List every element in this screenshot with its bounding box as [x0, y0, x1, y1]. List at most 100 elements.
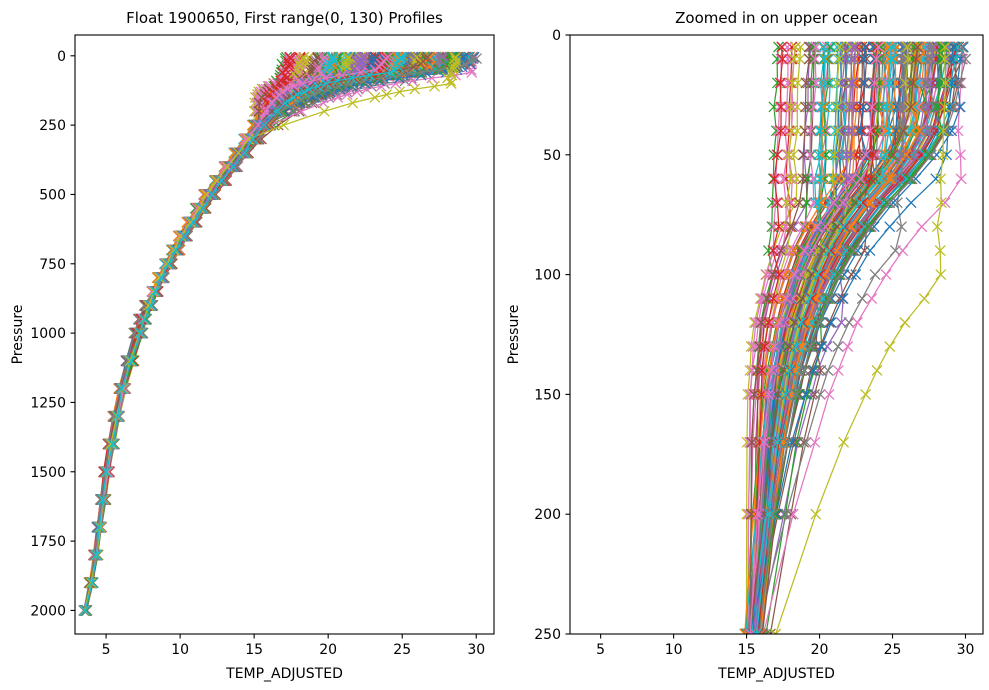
profile-markers	[81, 51, 370, 616]
profile-lines-right	[739, 41, 972, 634]
y-axis-label-right: Pressure	[506, 305, 522, 365]
profile-line	[84, 56, 399, 612]
profile-line	[84, 56, 391, 612]
profile-markers	[80, 51, 391, 616]
axes-frame-left	[74, 34, 495, 635]
profile-line	[86, 56, 325, 612]
profile-markers	[80, 51, 382, 616]
profile-markers	[79, 51, 339, 616]
profile-line	[760, 46, 936, 634]
profile-line	[84, 56, 389, 612]
profile-markers	[79, 51, 328, 616]
profile-markers	[751, 41, 897, 634]
profile-line	[84, 56, 357, 612]
profile-markers	[744, 41, 923, 634]
profile-line	[750, 46, 810, 634]
profile-markers	[744, 41, 960, 634]
profile-markers	[744, 41, 884, 634]
profile-line	[84, 56, 388, 612]
profile-line	[749, 46, 880, 634]
profile-line	[84, 56, 335, 612]
profile-markers	[79, 51, 338, 616]
profile-markers	[81, 51, 339, 616]
profile-line	[85, 56, 377, 612]
profile-markers	[80, 51, 324, 616]
profile-markers	[79, 51, 394, 616]
profile-markers	[78, 51, 397, 616]
y-tick-label: 1000	[30, 326, 66, 342]
profile-line	[84, 56, 402, 612]
profile-markers	[81, 51, 330, 616]
plot-area-left: Float 1900650, First range(0, 130) Profi…	[10, 9, 495, 682]
profile-line	[85, 56, 305, 612]
y-tick-label: 100	[534, 268, 561, 284]
profile-markers	[79, 51, 374, 616]
profile-markers	[753, 41, 949, 634]
profile-line	[753, 46, 784, 634]
profile-line	[84, 56, 352, 612]
profile-markers	[80, 51, 405, 616]
profile-line	[84, 56, 385, 612]
y-tick-label: 750	[39, 257, 66, 273]
x-tick-label: 25	[393, 642, 411, 658]
profile-markers	[80, 51, 315, 616]
x-axis-label-left: TEMP_ADJUSTED	[225, 666, 343, 682]
profile-markers	[78, 51, 343, 616]
profile-line	[84, 56, 301, 612]
profile-markers	[79, 51, 362, 616]
profile-line	[84, 56, 390, 612]
profile-line	[85, 56, 377, 612]
profile-markers	[80, 51, 306, 616]
profile-line	[84, 56, 342, 612]
y-tick-label: 0	[57, 49, 66, 65]
x-axis-label-right: TEMP_ADJUSTED	[717, 666, 835, 682]
axes-frame-right	[569, 34, 984, 635]
profile-markers	[80, 51, 390, 616]
y-tick-label: 1750	[30, 534, 66, 550]
profile-line	[85, 56, 385, 612]
profile-line	[758, 46, 967, 634]
profile-markers	[80, 51, 310, 616]
profile-line	[84, 56, 360, 612]
profile-markers	[79, 51, 357, 616]
profile-line	[86, 56, 326, 612]
profile-line	[747, 46, 797, 634]
profile-markers	[79, 51, 360, 616]
profile-line	[754, 46, 857, 634]
profile-line	[83, 56, 350, 612]
profile-line	[753, 46, 854, 634]
plot-title-right: Zoomed in on upper ocean	[675, 9, 878, 27]
x-tick-label: 10	[665, 642, 683, 658]
profile-line	[84, 56, 390, 612]
x-tick-label: 20	[811, 642, 829, 658]
profile-line	[84, 56, 365, 612]
profile-line	[85, 56, 348, 612]
profile-line	[83, 56, 369, 612]
profile-markers	[80, 51, 362, 616]
profile-line	[85, 56, 377, 612]
profile-line	[759, 46, 892, 634]
profile-line	[752, 46, 797, 634]
left-plot-panel: Float 1900650, First range(0, 130) Profi…	[10, 9, 495, 682]
profile-line	[83, 56, 395, 612]
profile-markers	[80, 51, 395, 616]
x-tick-label: 30	[467, 642, 485, 658]
x-tick-label: 30	[957, 642, 975, 658]
profile-markers	[78, 51, 296, 616]
x-tick-label: 5	[596, 642, 605, 658]
profile-markers	[79, 51, 365, 616]
profile-line	[85, 56, 370, 612]
profile-markers	[79, 51, 302, 616]
profile-markers	[770, 41, 952, 634]
profile-line	[84, 56, 478, 612]
profile-markers	[81, 51, 310, 616]
right-plot-panel: Zoomed in on upper ocean 5 10 15 20 25 30 0 50 10…	[500, 0, 989, 690]
y-tick-label: 500	[39, 187, 66, 203]
profile-markers	[78, 51, 355, 616]
profile-markers	[79, 51, 340, 616]
profile-markers	[79, 51, 396, 616]
profile-markers	[740, 41, 807, 634]
profile-line	[758, 46, 841, 634]
x-tick-label: 15	[245, 642, 263, 658]
